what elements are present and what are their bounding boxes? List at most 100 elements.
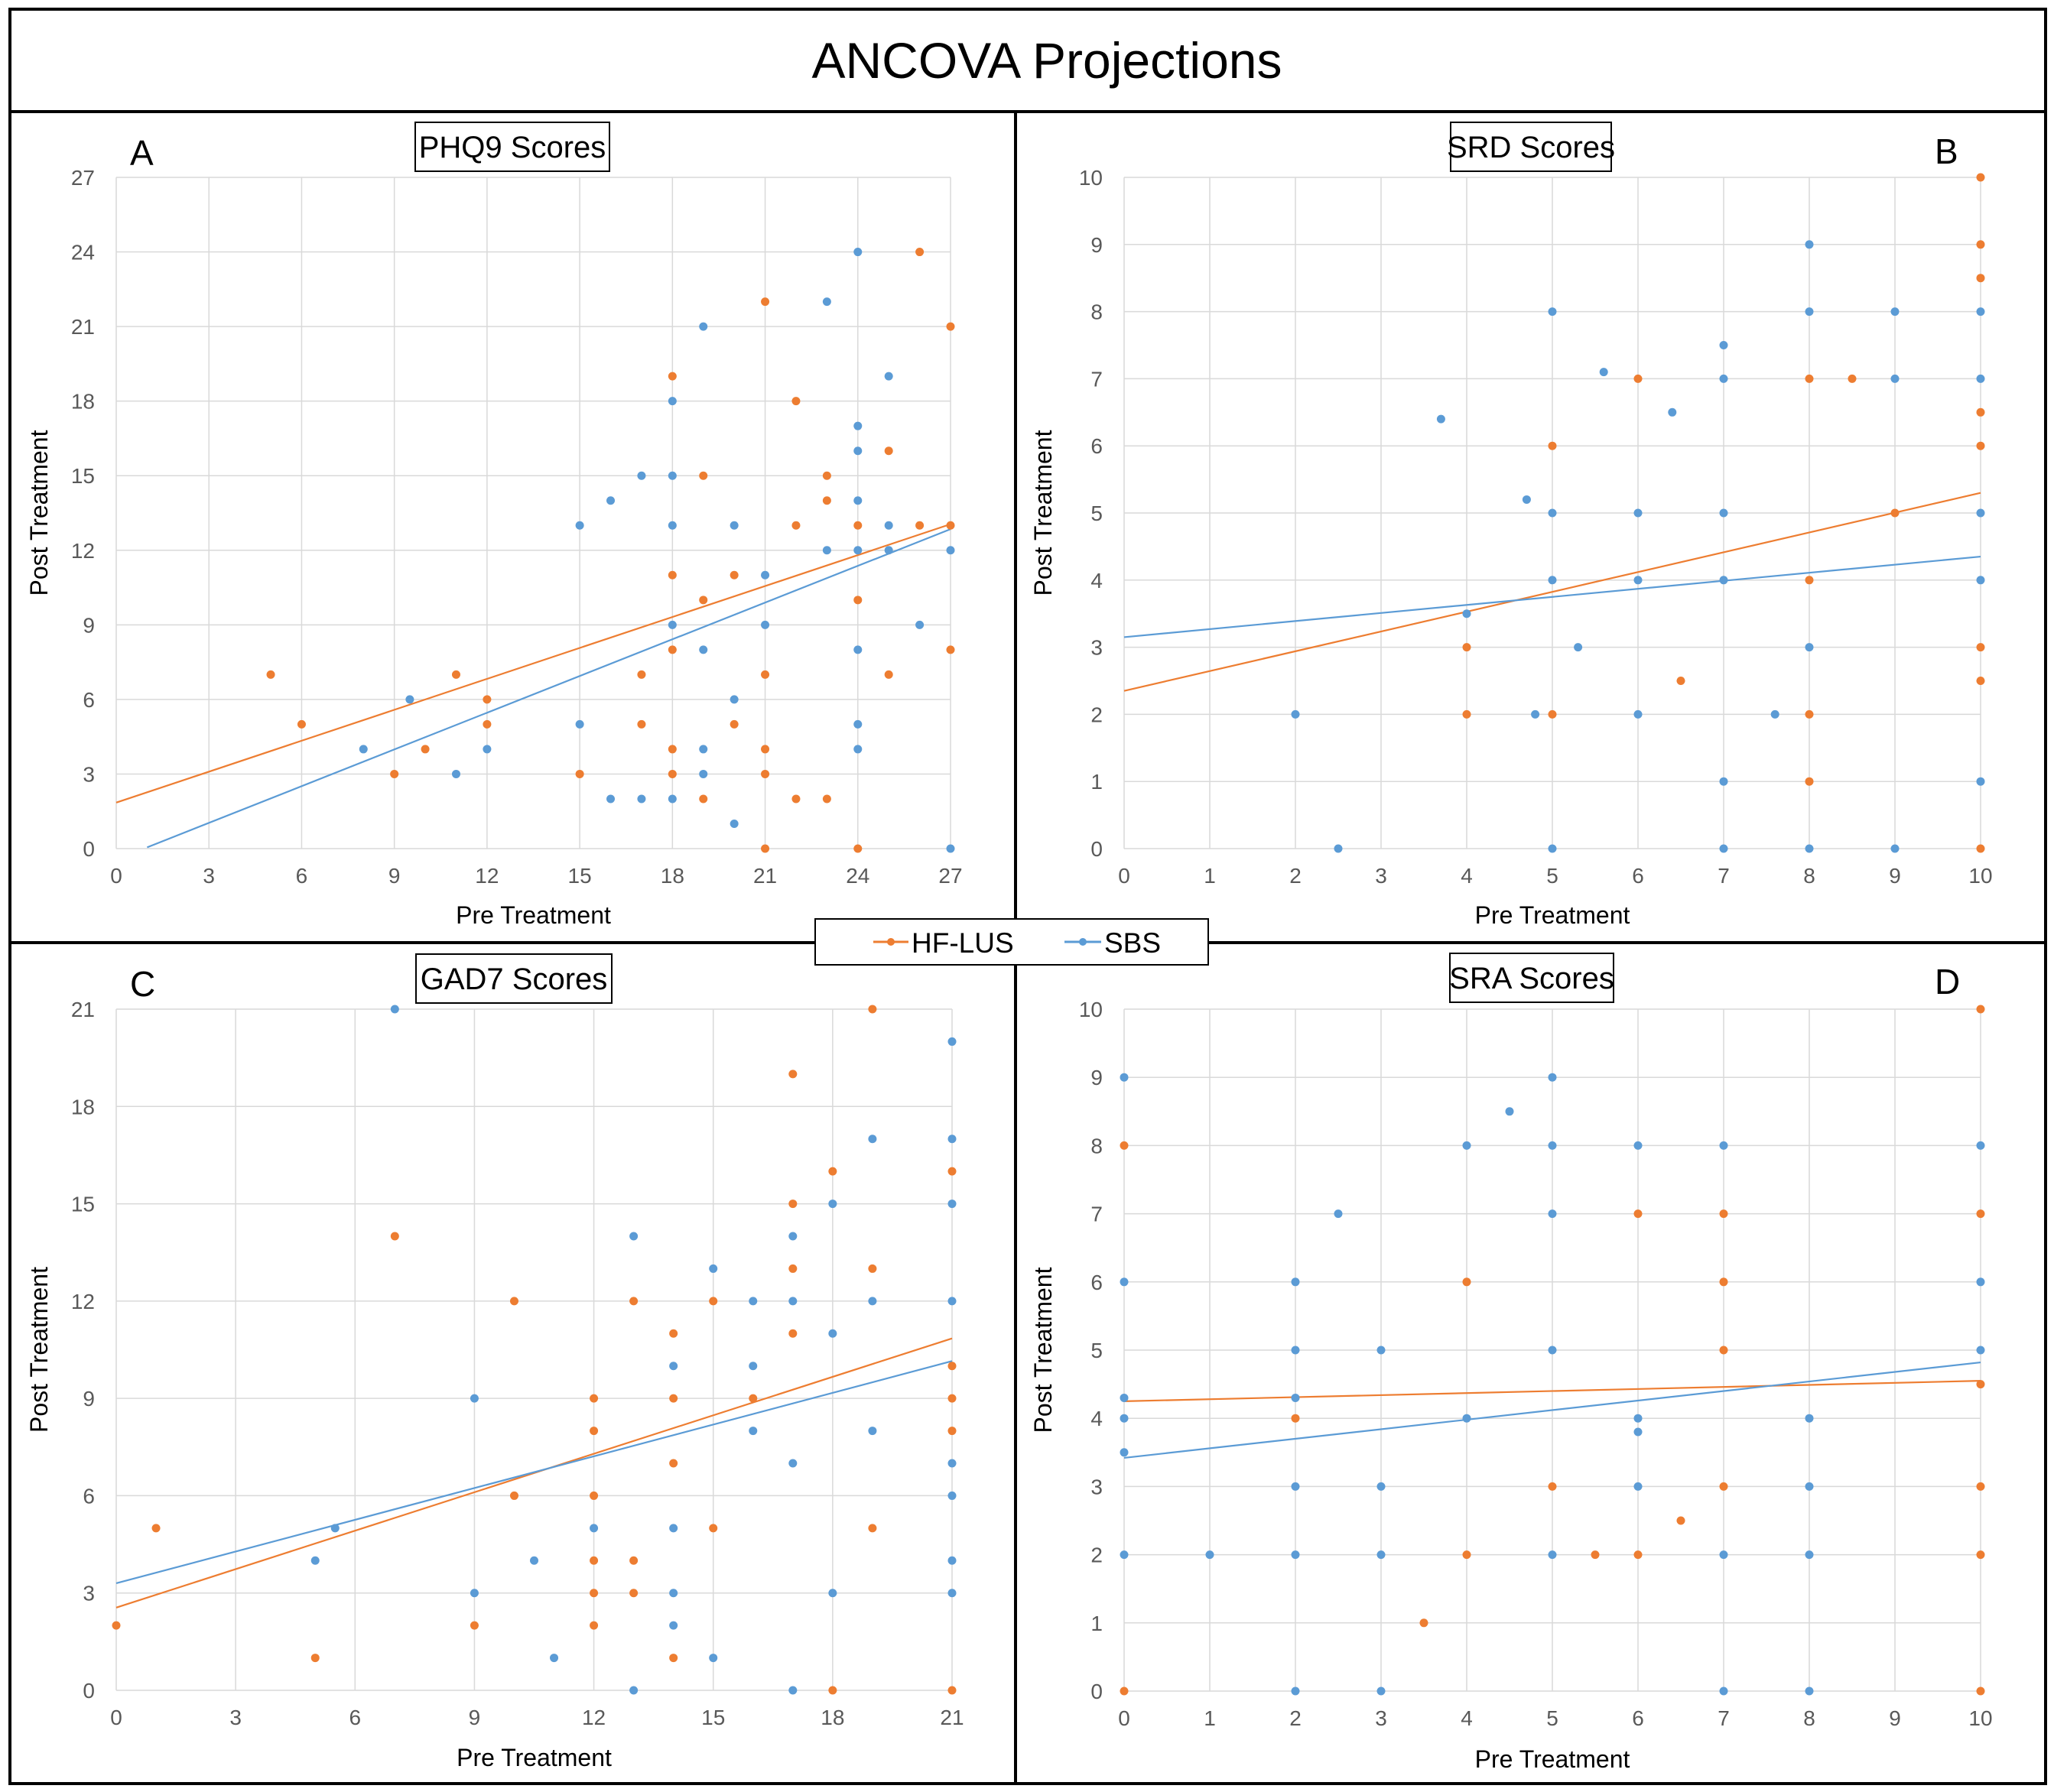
hf-lus-point	[1976, 677, 1985, 685]
x-tick-label: 2	[1289, 864, 1302, 888]
sbs-point	[1976, 777, 1985, 786]
sbs-point	[1120, 1393, 1129, 1402]
hf-lus-point	[1805, 374, 1814, 383]
sbs-point	[1291, 1346, 1300, 1355]
sbs-point	[1719, 777, 1728, 786]
x-tick-label: 9	[1889, 1706, 1901, 1730]
sbs-point	[1531, 709, 1540, 719]
hf-lus-point	[1976, 1686, 1985, 1696]
sbs-point	[310, 1556, 320, 1565]
hf-lus-point	[1976, 1380, 1985, 1389]
sbs-point	[1548, 307, 1557, 317]
sbs-point	[1719, 508, 1728, 518]
hf-lus-point	[946, 645, 955, 654]
sbs-point	[853, 421, 863, 430]
hf-lus-point	[509, 1297, 518, 1306]
sbs-point	[1805, 307, 1814, 317]
y-tick-label: 1	[1090, 770, 1103, 794]
sbs-point	[1462, 609, 1471, 618]
y-tick-label: 8	[1090, 300, 1103, 324]
x-tick-label: 1	[1204, 1706, 1216, 1730]
y-tick-label: 2	[1090, 703, 1103, 726]
y-tick-label: 0	[1090, 1680, 1103, 1703]
x-tick-label: 15	[701, 1706, 725, 1729]
y-tick-label: 27	[71, 166, 95, 190]
sbs-point	[1548, 844, 1557, 853]
sbs-point	[828, 1329, 837, 1338]
hf-lus-point	[575, 769, 584, 778]
sbs-point	[405, 695, 414, 704]
sbs-point	[590, 1524, 599, 1533]
sbs-point	[668, 397, 677, 406]
sbs-point	[947, 1556, 957, 1565]
sbs-trendline	[147, 528, 951, 849]
hf-lus-point	[1976, 1550, 1985, 1560]
hf-lus-point	[1419, 1618, 1428, 1628]
sbs-point	[637, 794, 646, 803]
hf-lus-point	[761, 844, 770, 853]
panel-a-phq9: 0 3 6 9 12 15 18 21 24 27 0 3 6 9 12 15 18 21 24 27 Pre Trea…	[25, 122, 963, 929]
hf-lus-trendline	[1123, 1380, 1981, 1402]
sbs-point	[947, 1297, 957, 1306]
x-tick-label: 21	[940, 1706, 964, 1729]
sbs-trendline	[1123, 1361, 1981, 1459]
sbs-point	[1633, 576, 1643, 585]
hf-lus-point	[112, 1621, 121, 1630]
sbs-point	[868, 1427, 877, 1436]
hf-lus-point	[590, 1394, 599, 1403]
hf-lus-point	[266, 670, 275, 679]
hf-lus-point	[390, 1232, 399, 1241]
hf-lus-point	[761, 297, 770, 307]
hf-lus-point	[297, 719, 306, 729]
sbs-point	[947, 1491, 957, 1500]
hf-lus-point	[1805, 777, 1814, 786]
sbs-point	[1633, 1482, 1643, 1491]
y-tick-label: 18	[71, 1095, 95, 1118]
hf-lus-point	[1976, 240, 1985, 249]
sbs-point	[1805, 1550, 1814, 1560]
sbs-point	[730, 521, 739, 530]
hf-lus-point	[509, 1491, 518, 1500]
sbs-point	[1120, 1414, 1129, 1423]
sbs-point	[668, 620, 677, 629]
sbs-point	[788, 1686, 798, 1695]
y-tick-label: 3	[83, 762, 95, 786]
y-tick-label: 24	[71, 241, 95, 265]
sbs-point	[1291, 1277, 1300, 1287]
sbs-point	[1291, 1393, 1300, 1402]
sbs-point	[709, 1264, 718, 1273]
hf-lus-point	[822, 471, 831, 480]
sbs-point	[1548, 1141, 1557, 1150]
x-tick-label: 0	[1118, 864, 1130, 888]
sbs-point	[853, 446, 863, 456]
hf-lus-point	[761, 670, 770, 679]
sbs-point	[947, 1135, 957, 1144]
sbs-point	[1548, 1346, 1557, 1355]
sbs-point	[1291, 1686, 1300, 1696]
hf-lus-point	[791, 397, 801, 406]
y-tick-label: 7	[1090, 1203, 1103, 1226]
y-tick-label: 6	[83, 1484, 95, 1508]
sbs-point	[1548, 508, 1557, 518]
hf-lus-point	[1462, 1550, 1471, 1560]
hf-lus-point	[699, 471, 708, 480]
hf-lus-point	[947, 1427, 957, 1436]
sbs-trendline	[1123, 555, 1981, 638]
hf-lus-point	[1976, 407, 1985, 417]
sbs-point	[1633, 508, 1643, 518]
hf-lus-point	[1120, 1141, 1129, 1150]
sbs-point	[853, 496, 863, 505]
hf-lus-point	[853, 844, 863, 853]
x-tick-label: 12	[475, 864, 499, 888]
y-tick-label: 8	[1090, 1134, 1103, 1157]
sbs-point	[1976, 1346, 1985, 1355]
hf-lus-point	[1633, 1550, 1643, 1560]
hf-lus-point	[590, 1589, 599, 1598]
sbs-point	[1770, 709, 1779, 719]
x-tick-label: 9	[388, 864, 401, 888]
hf-lus-point	[1462, 1277, 1471, 1287]
sbs-point	[1890, 374, 1900, 383]
sbs-point	[868, 1297, 877, 1306]
sbs-point	[761, 570, 770, 579]
y-axis-title: Post Treatment	[1029, 1267, 1057, 1433]
